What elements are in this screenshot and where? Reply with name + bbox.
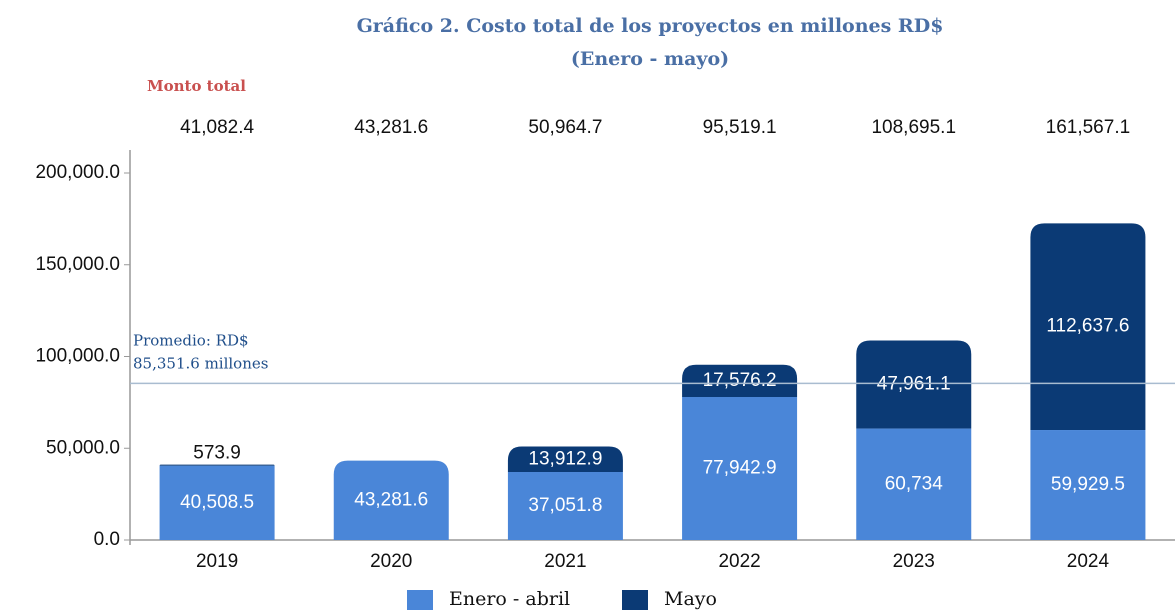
legend-label: Mayo xyxy=(664,588,717,610)
bar xyxy=(159,465,275,540)
legend-swatch xyxy=(407,590,433,610)
x-tick-label: 2021 xyxy=(544,551,586,572)
x-tick-label: 2019 xyxy=(196,551,238,572)
data-label: 60,734 xyxy=(885,473,944,494)
y-tick-label: 200,000.0 xyxy=(35,162,120,183)
total-label: 108,695.1 xyxy=(871,117,956,138)
data-label: 573.9 xyxy=(193,443,241,464)
legend-label: Enero - abril xyxy=(449,588,570,610)
data-label: 37,051.8 xyxy=(528,495,602,516)
bar xyxy=(159,464,275,466)
legend-swatch xyxy=(622,590,648,610)
data-label: 13,912.9 xyxy=(528,448,602,469)
bar xyxy=(856,340,972,429)
bar xyxy=(1030,430,1146,540)
average-label: 85,351.6 millones xyxy=(133,354,268,372)
chart-title: Gráfico 2. Costo total de los proyectos … xyxy=(357,15,944,37)
data-label: 77,942.9 xyxy=(703,458,777,479)
x-tick-label: 2022 xyxy=(718,551,760,572)
total-label: 161,567.1 xyxy=(1046,117,1131,138)
total-label: 41,082.4 xyxy=(180,117,254,138)
x-tick-label: 2024 xyxy=(1067,551,1110,572)
x-tick-label: 2020 xyxy=(370,551,412,572)
y-tick-label: 0.0 xyxy=(94,529,120,550)
data-label: 40,508.5 xyxy=(180,492,254,513)
y-tick-label: 50,000.0 xyxy=(46,437,120,458)
chart-subtitle: (Enero - mayo) xyxy=(571,48,729,70)
x-tick-label: 2023 xyxy=(893,551,935,572)
total-label: 43,281.6 xyxy=(354,117,428,138)
bar xyxy=(682,364,798,397)
data-label: 59,929.5 xyxy=(1051,474,1125,495)
totals-title: Monto total xyxy=(147,77,246,95)
bar xyxy=(507,472,623,540)
y-tick-label: 150,000.0 xyxy=(35,254,120,275)
bar xyxy=(856,428,972,540)
total-label: 95,519.1 xyxy=(703,117,777,138)
bar xyxy=(333,460,449,540)
data-label: 43,281.6 xyxy=(354,489,428,510)
bar xyxy=(682,396,798,540)
data-label: 112,637.6 xyxy=(1046,316,1129,337)
average-label: Promedio: RD$ xyxy=(133,331,249,349)
bar xyxy=(507,446,623,473)
data-label: 17,576.2 xyxy=(703,370,777,391)
bar xyxy=(1030,223,1146,431)
total-label: 50,964.7 xyxy=(528,117,602,138)
y-tick-label: 100,000.0 xyxy=(35,346,120,367)
